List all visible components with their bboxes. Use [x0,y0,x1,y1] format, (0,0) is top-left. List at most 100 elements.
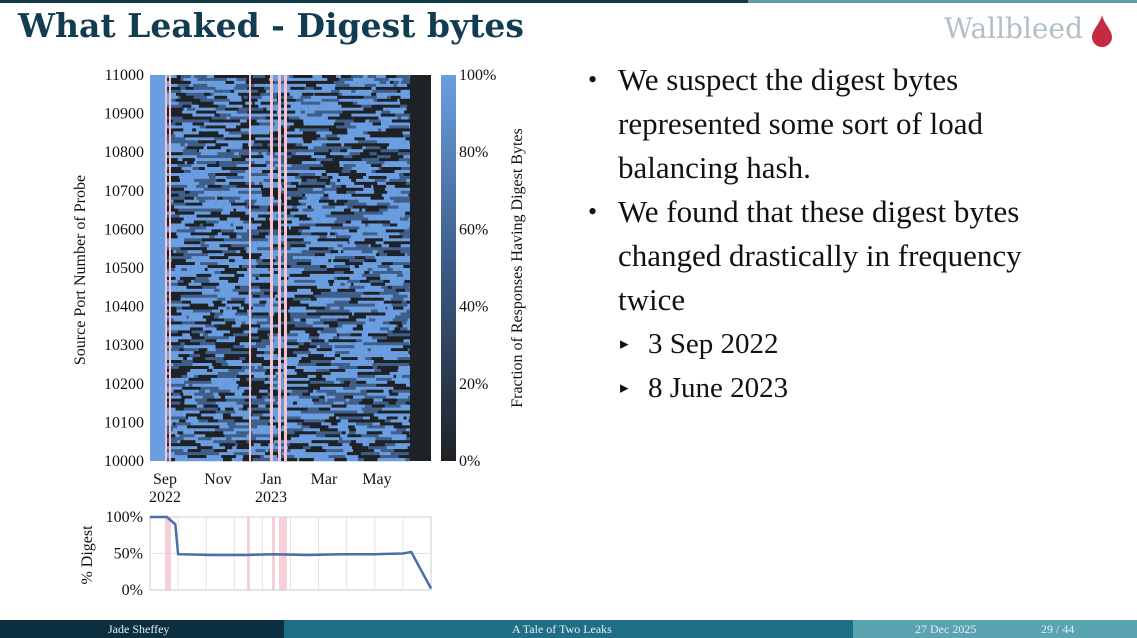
heatmap-cell [181,324,194,328]
heatmap-cell [338,386,344,391]
heatmap-cell [231,202,247,206]
heatmap-cell [213,416,223,420]
heatmap-cell [222,312,236,316]
heatmap-cell [218,306,227,310]
heatmap-cell [295,259,312,263]
heatmap-cell [345,262,363,266]
heatmap-cell [214,137,225,141]
heatmap-cell [406,434,410,438]
heatmap-cell [193,312,211,316]
heatmap-cell [166,315,177,319]
heatmap-cell [243,306,251,310]
heatmap-cell [347,434,362,438]
heatmap-cell [286,244,291,248]
heatmap-cell [384,404,401,408]
heatmap-cell [373,98,378,103]
heatmap-cell [247,86,264,91]
heatmap-cell [207,164,214,168]
heatmap-cell [313,92,316,97]
heatmap-cell [361,339,374,343]
heatmap-cell [336,333,340,337]
heatmap-cell [166,288,183,293]
heatmap-cell [331,360,350,364]
heatmap-cell [213,315,219,319]
heatmap-cell [223,134,229,138]
heatmap-cell [206,158,210,162]
heatmap-cell [305,336,309,340]
heatmap-cell [224,282,237,287]
heatmap-cell [209,119,216,123]
heatmap-cell [256,119,268,123]
heatmap-cell [197,78,217,82]
heatmap-cell [274,271,279,275]
heatmap-cell [214,288,220,293]
heatmap-cell [382,125,389,129]
heatmap-cell [248,167,259,171]
heatmap-cell [324,419,334,423]
heatmap-cell [306,83,317,88]
heatmap-cell [312,187,323,192]
heatmap-cell [270,273,281,278]
heatmap-cell [372,122,381,126]
heatmap-cell [198,181,215,186]
footer-bar: Jade Sheffey A Tale of Two Leaks 27 Dec … [0,620,1137,638]
heatmap-cell [329,377,334,382]
heatmap-cell [262,354,273,358]
heatmap-cell [291,164,295,168]
heatmap-cell [372,345,388,349]
heatmap-cell [372,392,390,396]
heatmap-cell [224,202,231,206]
heatmap-cell [339,303,358,307]
heatmap-cell [251,282,263,287]
heatmap-cell [378,167,382,171]
heatmap-xtick-year: 2023 [255,489,287,506]
heatmap-cell [355,164,371,168]
heatmap-cell [186,413,202,417]
heatmap-cell [219,282,225,287]
heatmap-cell [180,86,186,91]
heatmap-cell [364,279,370,284]
heatmap-cell [406,161,410,165]
heatmap-cell [292,205,297,209]
heatmap-cell [364,238,384,242]
heatmap-cell [254,366,258,370]
heatmap-cell [266,146,285,150]
heatmap-cell [245,211,265,215]
heatmap-cell [278,306,286,310]
heatmap-cell [300,202,306,206]
heatmap-cell [354,312,369,316]
heatmap-cell [308,315,321,319]
heatmap-cell [349,152,361,156]
heatmap-cell [183,253,204,257]
heatmap-cell [236,440,247,444]
heatmap-cell [187,184,193,189]
heatmap-cell [217,374,234,379]
heatmap-cell [273,321,281,325]
heatmap-cell [192,339,201,343]
heatmap-cell [194,262,201,266]
heatmap-cell [166,78,171,82]
heatmap-cell [249,443,254,447]
heatmap-cell [240,122,245,126]
heatmap-cell [326,392,344,396]
heatmap-cell [217,152,235,156]
heatmap-cell [180,143,185,147]
heatmap-cell [398,205,410,209]
heatmap-cell [355,196,371,200]
heatmap-cell [299,431,316,435]
heatmap-cell [227,196,241,200]
heatmap-cell [186,285,203,290]
heatmap-cell [349,351,369,355]
heatmap-cell [353,110,364,114]
heatmap-cell [368,223,383,227]
heatmap-cell [392,318,408,322]
heatmap-cell [338,342,351,346]
heatmap-cell [215,202,225,206]
heatmap-cell [377,140,389,144]
heatmap-cell [404,232,410,236]
heatmap-cell [204,190,221,195]
heatmap-cell [175,407,184,411]
heatmap-cell [343,164,356,168]
heatmap-cell [175,131,183,135]
heatmap-cell [193,324,206,328]
